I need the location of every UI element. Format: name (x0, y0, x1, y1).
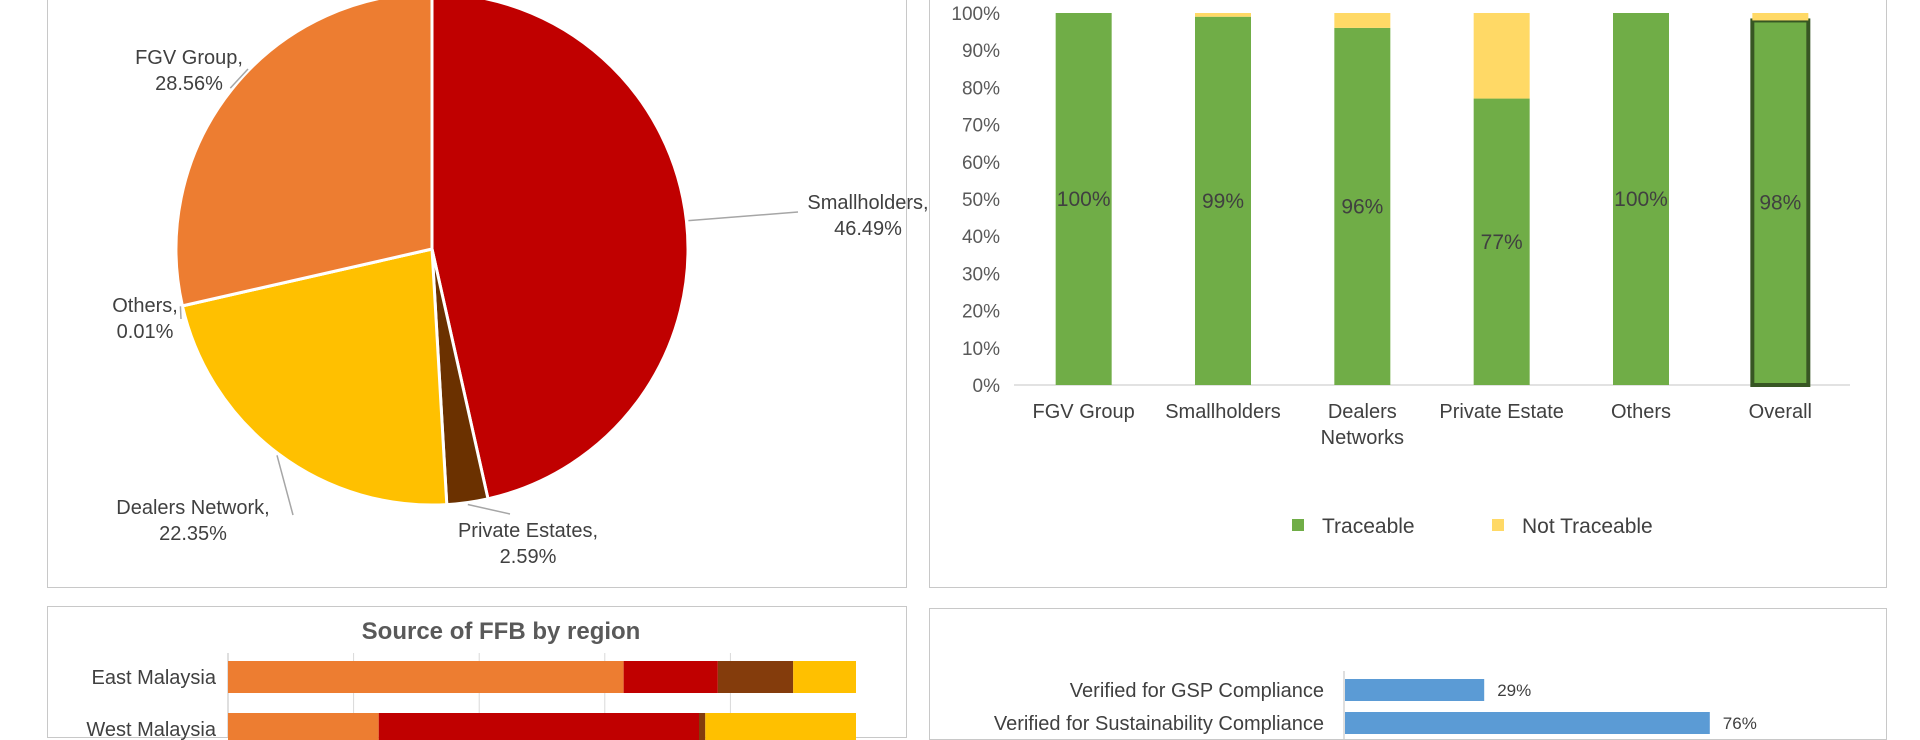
traceable-bar (1750, 18, 1811, 387)
not-traceable-bar (1473, 13, 1530, 99)
y-category-label: West Malaysia (86, 719, 217, 740)
not-traceable-bar (1334, 13, 1391, 28)
y-tick-label: 80% (962, 78, 1000, 99)
region-bar-segment (623, 661, 718, 693)
bar-data-label: 100% (1057, 188, 1111, 211)
region-bar-segment (228, 661, 624, 693)
traceable-bar (1195, 16, 1251, 385)
pie-slice-label: Smallholders, (807, 192, 928, 214)
bar-data-label: 76% (1723, 714, 1757, 733)
x-category-label: Others (1611, 401, 1671, 423)
y-tick-label: 90% (962, 41, 1000, 62)
traceable-bar (1055, 13, 1112, 385)
chart-title: Source of FFB by region (362, 618, 641, 645)
pie-leader-line (229, 68, 249, 89)
pie-slice (180, 247, 449, 507)
legend-label: Not Traceable (1522, 515, 1653, 538)
pie-slice (174, 0, 434, 308)
traceable-bar (1473, 98, 1530, 385)
bar-data-label: 77% (1481, 231, 1523, 254)
x-category-label: Networks (1321, 427, 1404, 449)
bar-data-label: 29% (1497, 681, 1531, 700)
pie-slice-value: 28.56% (155, 73, 223, 95)
legend-swatch (1292, 519, 1304, 531)
bar-data-label: 98% (1759, 192, 1801, 215)
pie-leader-line (467, 503, 511, 515)
pie-slice-value: 0.01% (117, 321, 174, 343)
region-bar-segment (705, 713, 856, 740)
y-tick-label: 100% (951, 4, 1000, 25)
pie-slice-label: Others, (112, 295, 178, 317)
pie-leader-line (276, 455, 294, 516)
bar-data-label: 100% (1614, 188, 1668, 211)
y-tick-label: 70% (962, 116, 1000, 137)
y-category-label: East Malaysia (92, 667, 217, 689)
not-traceable-bar (1752, 13, 1809, 21)
pie-slice-label: FGV Group, (135, 47, 243, 69)
pie-slice-value: 46.49% (834, 218, 902, 240)
x-category-label: Overall (1749, 401, 1812, 423)
x-category-label: Private Estate (1439, 401, 1564, 423)
pie-slice-label: Dealers Network, (116, 497, 269, 519)
y-category-label: Verified for Sustainability Compliance (994, 713, 1324, 735)
verification-chart-panel: Verified for GSP Compliance 29% Verified f… (929, 608, 1887, 740)
region-bar-segment (717, 661, 794, 693)
legend-label: Traceable (1322, 515, 1415, 538)
region-bar-segment (228, 713, 379, 740)
y-tick-label: 40% (962, 227, 1000, 248)
verification-bar (1345, 679, 1485, 701)
y-tick-label: 10% (962, 339, 1000, 360)
verification-bar (1345, 712, 1710, 734)
region-chart-panel: Source of FFB by region East Malaysia West… (47, 606, 907, 740)
x-category-label: FGV Group (1033, 401, 1135, 423)
x-category-label: Dealers (1328, 401, 1397, 423)
pie-chart: Smallholders, 46.49% Private Estates, 2.59%… (112, 0, 929, 568)
traceable-bar (1334, 27, 1391, 385)
legend-swatch (1492, 519, 1504, 531)
pie-chart-panel: Smallholders, 46.49% Private Estates, 2.59%… (47, 0, 929, 588)
bar-data-label: 99% (1202, 190, 1244, 213)
y-tick-label: 60% (962, 153, 1000, 174)
region-bar-segment (378, 713, 699, 740)
not-traceable-bar (1195, 13, 1251, 17)
pie-slice-label: Private Estates, (458, 520, 598, 542)
traceability-chart: 0% 10% 20% 30% 40% 50% 60% 70% 80% 90% 100% 100% FGV… (951, 4, 1850, 538)
y-tick-label: 30% (962, 264, 1000, 285)
pie-slice (430, 0, 690, 501)
y-category-label: Verified for GSP Compliance (1070, 680, 1324, 702)
traceable-bar (1613, 13, 1669, 385)
region-bar-segment (793, 661, 856, 693)
region-chart: Source of FFB by region East Malaysia West… (86, 618, 856, 740)
traceability-chart-panel: 0% 10% 20% 30% 40% 50% 60% 70% 80% 90% 100% 100% FGV… (929, 0, 1887, 588)
bar-data-label: 96% (1341, 195, 1383, 218)
y-tick-label: 50% (962, 190, 1000, 211)
pie-leader-line (688, 211, 799, 222)
y-tick-label: 20% (962, 302, 1000, 323)
x-category-label: Smallholders (1165, 401, 1281, 423)
y-tick-label: 0% (973, 376, 1001, 397)
pie-slice-value: 22.35% (159, 523, 227, 545)
region-bar-segment (699, 713, 706, 740)
pie-slice-value: 2.59% (500, 546, 557, 568)
pie-leader-line (179, 306, 182, 320)
